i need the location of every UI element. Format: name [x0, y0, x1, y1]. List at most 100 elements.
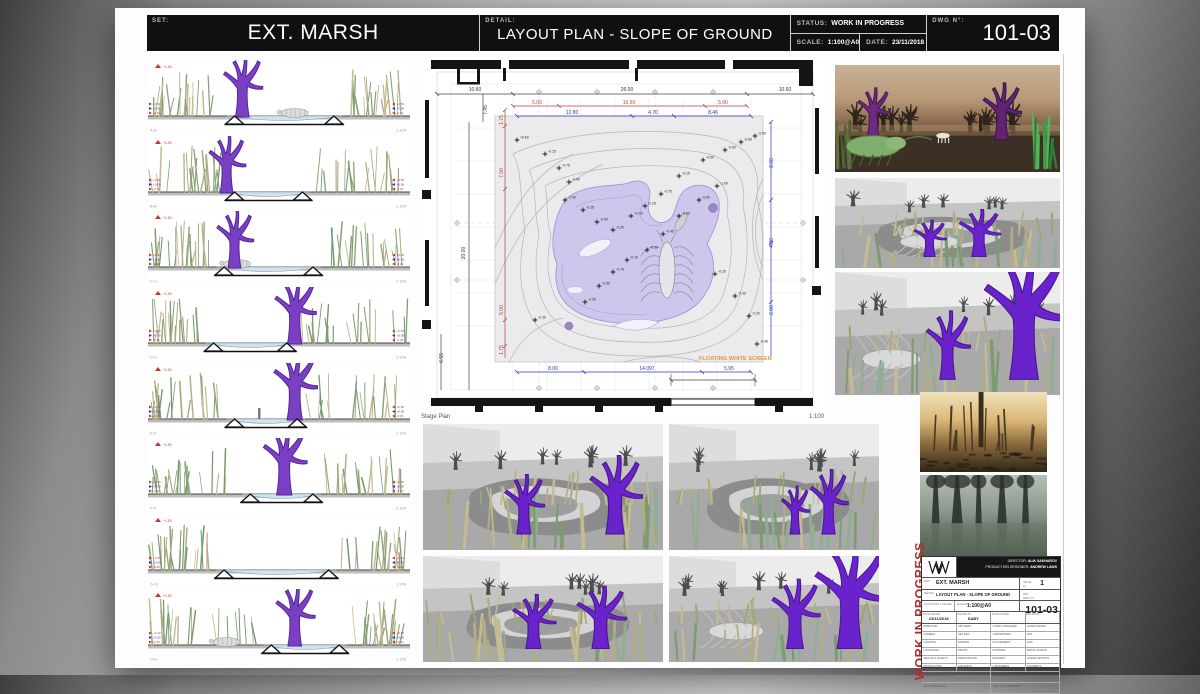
director-name: ALIK SAKHAROV: [1028, 559, 1057, 563]
production-designer-name: ANDREW LAWS: [1030, 565, 1057, 569]
svg-text:+0.00: +0.00: [634, 212, 643, 216]
detail-label: DETAIL:: [485, 18, 515, 24]
svg-text:-0.30: -0.30: [153, 414, 160, 418]
crew-cell: SET DEC: [957, 632, 992, 640]
svg-text:-0.30: -0.30: [397, 338, 404, 342]
crew-cell: HEALTH & SAFETY: [922, 656, 957, 664]
svg-text:F-F: F-F: [150, 506, 157, 511]
svg-text:1:100: 1:100: [396, 128, 407, 133]
plan-scale-note: 1:100: [809, 414, 824, 420]
floating-white-screen-shape: [671, 399, 755, 405]
svg-text:+0.50: +0.50: [153, 405, 161, 409]
svg-text:+0.50: +0.50: [153, 102, 161, 106]
svg-text:-0.30: -0.30: [397, 641, 404, 645]
svg-text:-0.25: -0.25: [586, 206, 594, 210]
drawn-field: DATE ISSUED: [991, 612, 1026, 623]
svg-text:+0.00: +0.00: [397, 560, 405, 564]
svg-text:+0.00: +0.00: [153, 409, 161, 413]
svg-text:+0.50: +0.50: [397, 253, 405, 257]
dimension-label: 5.00: [532, 100, 542, 106]
dimension-label: 4.70: [648, 110, 658, 116]
svg-text:-0.30: -0.30: [153, 489, 160, 493]
svg-text:-0.30: -0.30: [397, 565, 404, 569]
dimension-label: 1.75: [499, 115, 505, 125]
plan-caption: Stage Plan: [421, 414, 450, 420]
svg-text:+0.50: +0.50: [153, 329, 161, 333]
svg-text:-0.25: -0.25: [616, 226, 624, 230]
header-set-cell: SET: EXT. MARSH: [147, 15, 480, 51]
reference-photo-golden-marsh: [920, 392, 1047, 472]
dimension-label: 5.00: [499, 305, 505, 315]
crew-cell: CAMERA: [922, 632, 957, 640]
drawn-field: REVISION: [1026, 612, 1061, 623]
dimension-label: 6.00: [769, 305, 775, 315]
dimension-label: 8.00: [548, 366, 558, 372]
model-view-pond-left: [423, 424, 663, 550]
approval-cell: DIRECTOR APPROVAL: [922, 672, 991, 683]
svg-text:+0.50: +0.50: [397, 556, 405, 560]
svg-text:-0.50: -0.50: [600, 218, 608, 222]
dimension-label: 10.60: [779, 87, 792, 93]
dimension-label: 7.45: [483, 105, 489, 115]
svg-text:-1.00: -1.00: [720, 182, 728, 186]
svg-text:+0.00: +0.00: [397, 636, 405, 640]
crew-cell: PROP MAKING: [957, 656, 992, 664]
svg-text:-0.75: -0.75: [616, 268, 624, 272]
crew-cell: SCENIC ARTISTS: [1026, 656, 1061, 664]
dimension-label: 12.80: [566, 110, 579, 116]
svg-text:+0.00: +0.00: [153, 560, 161, 564]
dimension-label: 5.95: [724, 366, 734, 372]
svg-text:-0.30: -0.30: [588, 298, 596, 302]
svg-text:-0.15: -0.15: [548, 150, 556, 154]
svg-text:+0.50: +0.50: [397, 480, 405, 484]
purple-tree-shape: [224, 60, 263, 117]
crew-cell: SCAFFOLDING: [1026, 624, 1061, 632]
svg-text:1:100: 1:100: [396, 203, 407, 208]
set-value: EXT. MARSH: [147, 21, 479, 45]
svg-text:+0.00: +0.00: [397, 485, 405, 489]
dimension-label: 5.00: [718, 100, 728, 106]
reference-photo-cypress-swamp: [920, 475, 1047, 563]
svg-text:-0.30: -0.30: [153, 338, 160, 342]
tb-detail: LAYOUT PLAN - SLOPE OF GROUND: [936, 590, 1010, 600]
svg-text:+0.00: +0.00: [397, 182, 405, 186]
crew-cell: DIRECTOR: [922, 624, 957, 632]
svg-text:+0.50: +0.50: [153, 480, 161, 484]
crew-cell: ART DEPT: [957, 624, 992, 632]
svg-text:+0.50: +0.50: [153, 178, 161, 182]
purple-tree-shape: [276, 589, 315, 646]
svg-text:-0.30: -0.30: [153, 565, 160, 569]
svg-text:+0.00: +0.00: [153, 182, 161, 186]
crew-cell: SFX: [1026, 632, 1061, 640]
svg-text:-0.90: -0.90: [572, 178, 580, 182]
svg-text:-0.15: -0.15: [682, 172, 690, 176]
detail-value: LAYOUT PLAN - SLOPE OF GROUND: [480, 26, 789, 43]
svg-text:-0.75: -0.75: [664, 190, 672, 194]
svg-text:-0.30: -0.30: [397, 489, 404, 493]
svg-text:+0.00: +0.00: [153, 636, 161, 640]
pond-area: [553, 181, 719, 324]
svg-text:B-B: B-B: [150, 203, 157, 208]
svg-text:+0.00: +0.00: [153, 334, 161, 338]
svg-text:-0.90: -0.90: [702, 196, 710, 200]
purple-tree-shape: [263, 438, 307, 495]
svg-text:+0.00: +0.00: [397, 409, 405, 413]
stage-wall: [431, 60, 501, 69]
tb-set: EXT. MARSH: [936, 578, 969, 589]
svg-text:-0.30: -0.30: [738, 292, 746, 296]
svg-text:-1.00: -1.00: [568, 196, 576, 200]
stage-wall: [733, 60, 799, 69]
purple-tree-shape: [217, 211, 254, 268]
svg-text:-0.30: -0.30: [153, 262, 160, 266]
credits-strip: DIRECTOR: ALIK SAKHAROV PRODUCTION DESIG…: [957, 557, 1060, 577]
